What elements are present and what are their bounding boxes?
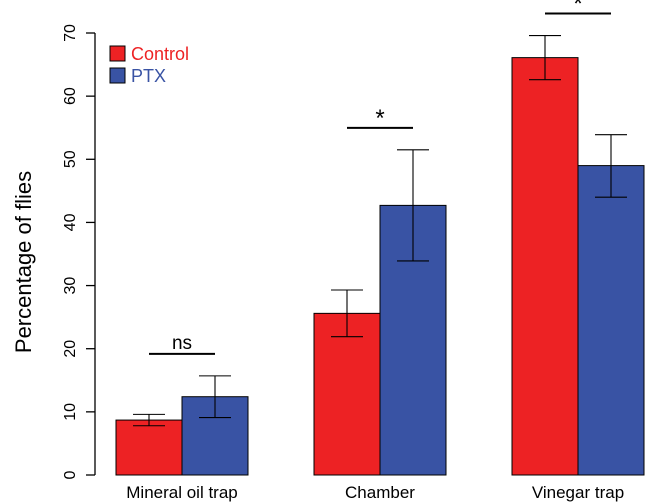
category-label: Chamber [345, 483, 415, 502]
y-tick-label: 60 [62, 87, 79, 105]
y-tick-label: 20 [62, 340, 79, 358]
y-tick-label: 10 [62, 403, 79, 421]
legend-label-control: Control [131, 44, 189, 64]
bar-control-1 [314, 313, 380, 475]
significance-label: * [375, 105, 384, 132]
y-tick-label: 30 [62, 277, 79, 295]
bar-control-0 [116, 420, 182, 475]
legend-label-ptx: PTX [131, 66, 166, 86]
legend-swatch-ptx [110, 68, 125, 83]
legend-swatch-control [110, 46, 125, 61]
y-tick-label: 40 [62, 213, 79, 231]
bar-control-2 [512, 58, 578, 475]
category-label: Vinegar trap [532, 483, 624, 502]
significance-label: ns [172, 333, 192, 354]
y-tick-label: 50 [62, 150, 79, 168]
y-axis-label: Percentage of flies [11, 171, 36, 353]
significance-label: * [573, 0, 582, 18]
y-tick-label: 70 [62, 24, 79, 42]
category-label: Mineral oil trap [126, 483, 238, 502]
category-labels: Mineral oil trap Chamber Vinegar trap [126, 483, 624, 502]
y-tick-label: 0 [62, 470, 79, 479]
y-axis: 0 10 20 30 40 50 60 70 [62, 24, 95, 479]
bar-ptx-2 [578, 166, 644, 475]
